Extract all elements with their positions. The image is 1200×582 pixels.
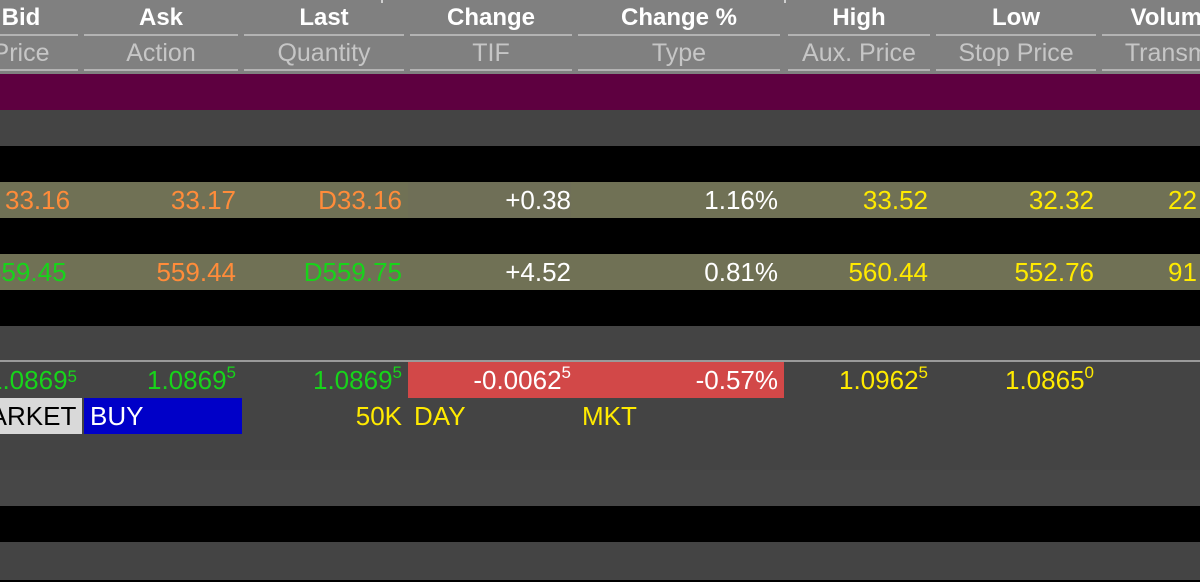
column-header: Bid Ask Last Change Change % High Low Vo… (0, 0, 1200, 74)
header-low[interactable]: Low (936, 2, 1096, 36)
high-value: 560.44 (848, 256, 928, 287)
volume-value: 91 (1168, 256, 1197, 287)
section-band (0, 74, 1200, 110)
bid-price-text: 1.0869 (0, 364, 68, 395)
last-price: 1.0869 5 (244, 362, 402, 398)
bid-price[interactable]: 559.45 (0, 254, 78, 290)
volume-value: 22 (1168, 184, 1197, 215)
order-type-label[interactable]: MARKET (0, 398, 82, 434)
header-type[interactable]: Type (578, 37, 780, 71)
change-pct-value: 0.81% (704, 256, 778, 287)
header-high[interactable]: High (788, 2, 930, 36)
last-price-text: 1.0869 (313, 364, 393, 395)
bid-price[interactable]: 1.08695 (0, 362, 78, 398)
order-row[interactable]: MARKET BUY 50K DAY MKT (0, 398, 1200, 434)
quote-row[interactable]: 33.16 33.17 D33.16 +0.38 1.16% 33.52 32.… (0, 182, 1200, 218)
change-text: -0.0062 (473, 364, 562, 395)
change-pct-value: -0.57% (695, 364, 778, 395)
change-value: -0.0062 5 (408, 362, 571, 398)
low-value: 552.76 (1014, 256, 1094, 287)
change-value: +4.52 (505, 256, 571, 287)
header-transmit[interactable]: Transmit (1102, 37, 1200, 71)
header-change[interactable]: Change (410, 2, 572, 36)
header-last[interactable]: Last (244, 2, 404, 36)
order-action-buy[interactable]: BUY (84, 398, 242, 434)
empty-row (0, 326, 1200, 360)
bid-price[interactable]: 33.16 (5, 184, 71, 215)
change-pip: 5 (561, 363, 571, 382)
order-tif[interactable]: DAY (414, 400, 466, 431)
low-pip: 0 (1084, 363, 1094, 382)
header-quantity[interactable]: Quantity (244, 37, 404, 71)
low-value: 1.0865 0 (936, 362, 1094, 398)
header-action[interactable]: Action (84, 37, 238, 71)
ask-price-text: 1.0869 (147, 364, 227, 395)
high-text: 1.0962 (839, 364, 919, 395)
order-type-text: MARKET (0, 400, 77, 431)
change-pct-value: 1.16% (704, 184, 778, 215)
bid-price-pip: 5 (67, 366, 77, 386)
header-ask[interactable]: Ask (84, 2, 238, 36)
empty-row (0, 470, 1200, 506)
low-value: 32.32 (1028, 184, 1094, 215)
header-bid[interactable]: Bid (0, 2, 78, 36)
last-price: D559.75 (303, 256, 402, 287)
ask-price-pip: 5 (226, 363, 236, 382)
high-value: 1.0962 5 (788, 362, 928, 398)
empty-row (0, 542, 1200, 580)
header-separator (784, 0, 786, 3)
header-stop-price[interactable]: Stop Price (936, 37, 1096, 71)
change-value: +0.38 (408, 182, 571, 218)
high-pip: 5 (918, 363, 928, 382)
header-aux-price[interactable]: Aux. Price (788, 37, 930, 71)
order-type[interactable]: MKT (582, 400, 637, 431)
quote-row[interactable]: 559.45 559.44 D559.75 +4.52 0.81% 560.44… (0, 254, 1200, 290)
low-text: 1.0865 (1005, 364, 1085, 395)
header-price[interactable]: Price (0, 37, 78, 71)
high-value: 33.52 (862, 184, 928, 215)
empty-row (0, 110, 1200, 146)
header-tif[interactable]: TIF (410, 37, 572, 71)
empty-row (0, 434, 1200, 470)
ask-price[interactable]: 559.44 (156, 256, 236, 287)
ask-price[interactable]: 1.0869 5 (84, 362, 236, 398)
header-separator (381, 0, 383, 3)
last-price: D33.16 (318, 184, 402, 215)
bid-price-text: 559.45 (0, 256, 67, 287)
order-quantity[interactable]: 50K (355, 400, 402, 431)
last-price-pip: 5 (392, 363, 402, 382)
header-volume[interactable]: Volume (1102, 2, 1200, 36)
change-highlight (408, 362, 784, 398)
ask-price[interactable]: 33.17 (170, 184, 236, 215)
header-change-pct[interactable]: Change % (578, 2, 780, 36)
